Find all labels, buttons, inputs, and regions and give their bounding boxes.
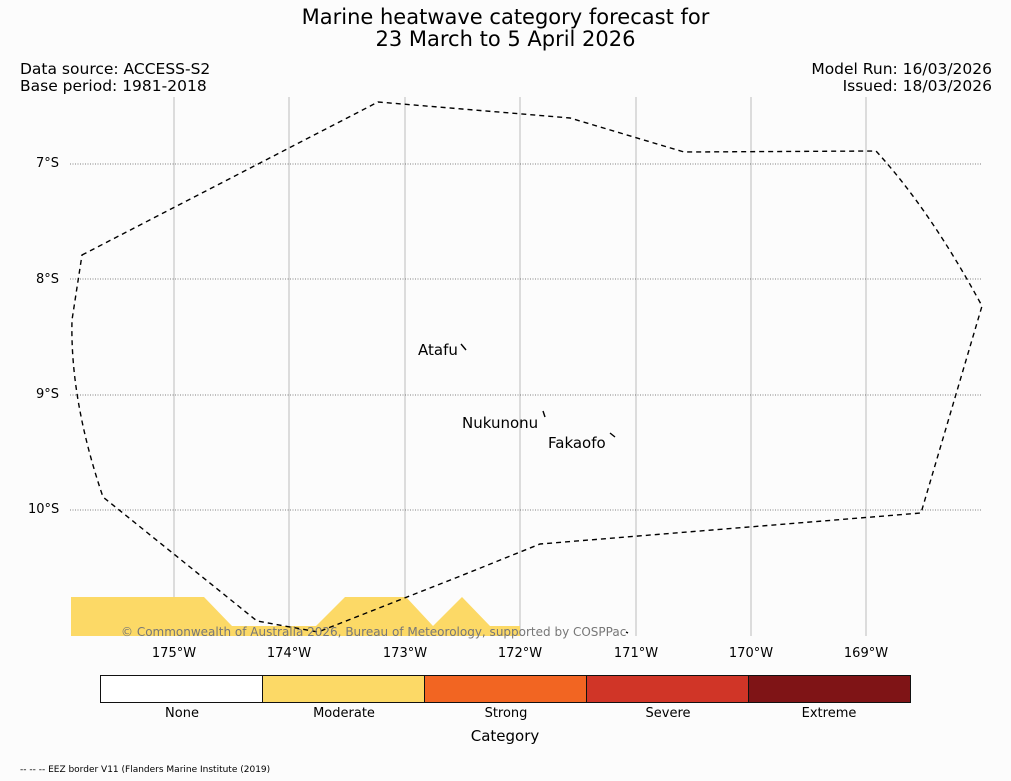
place-atafu: Atafu	[418, 341, 458, 359]
legend-label-strong: Strong	[484, 706, 528, 721]
colorbar-extreme	[749, 676, 910, 702]
base-period: Base period: 1981-2018	[20, 77, 207, 95]
small-island	[625, 631, 629, 634]
copyright-credit: © Commonwealth of Australia 2026, Bureau…	[121, 625, 627, 639]
moderate-heatwave-region	[71, 597, 520, 636]
nukunonu-island	[542, 410, 546, 418]
colorbar-strong	[425, 676, 587, 702]
category-colorbar	[100, 675, 911, 703]
title-line-1: Marine heatwave category forecast for	[301, 5, 710, 29]
data-source: Data source: ACCESS-S2	[20, 60, 211, 78]
atafu-island	[460, 343, 467, 351]
lat-label-10s: 10°S	[28, 502, 60, 517]
issued-date: Issued: 18/03/2026	[842, 77, 992, 95]
lon-label-170w: 170°W	[728, 646, 774, 661]
lon-label-169w: 169°W	[843, 646, 889, 661]
legend-title: Category	[470, 727, 540, 745]
place-nukunonu: Nukunonu	[462, 414, 539, 432]
lon-label-175w: 175°W	[151, 646, 197, 661]
colorbar-severe	[587, 676, 749, 702]
source-info: Data source: ACCESS-S2 Base period: 1981…	[20, 61, 210, 95]
title-line-2: 23 March to 5 April 2026	[375, 27, 636, 51]
fakaofo-island	[609, 432, 616, 438]
lon-label-171w: 171°W	[613, 646, 659, 661]
lat-label-7s: 7°S	[36, 156, 60, 171]
map-title: Marine heatwave category forecast for 23…	[0, 6, 1011, 50]
meridian-gridlines	[173, 97, 867, 636]
legend-label-none: None	[165, 706, 199, 721]
legend-label-moderate: Moderate	[313, 706, 375, 721]
run-info: Model Run: 16/03/2026 Issued: 18/03/2026	[811, 61, 992, 95]
lon-label-174w: 174°W	[266, 646, 312, 661]
colorbar-none	[101, 676, 263, 702]
colorbar-moderate	[263, 676, 425, 702]
lon-label-173w: 173°W	[382, 646, 428, 661]
parallel-gridlines	[70, 163, 982, 511]
model-run: Model Run: 16/03/2026	[811, 60, 992, 78]
island-marks	[460, 343, 629, 634]
lat-label-8s: 8°S	[36, 272, 60, 287]
eez-footnote: -- -- -- EEZ border V11 (Flanders Marine…	[20, 765, 271, 775]
lon-label-172w: 172°W	[497, 646, 543, 661]
legend-label-extreme: Extreme	[801, 706, 857, 721]
lat-label-9s: 9°S	[36, 387, 60, 402]
eez-border	[71, 101, 983, 633]
place-fakaofo: Fakaofo	[548, 434, 606, 452]
legend-label-severe: Severe	[645, 706, 691, 721]
